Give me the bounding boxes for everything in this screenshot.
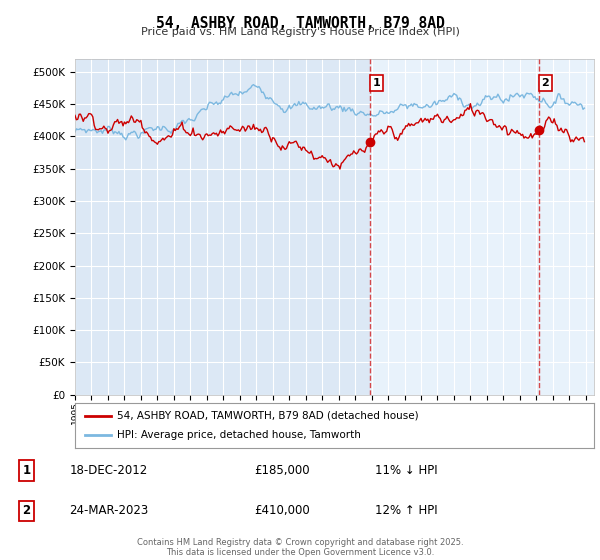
Text: 54, ASHBY ROAD, TAMWORTH, B79 8AD: 54, ASHBY ROAD, TAMWORTH, B79 8AD (155, 16, 445, 31)
Text: 12% ↑ HPI: 12% ↑ HPI (375, 504, 437, 517)
Text: 11% ↓ HPI: 11% ↓ HPI (375, 464, 437, 477)
Text: 18-DEC-2012: 18-DEC-2012 (70, 464, 148, 477)
Bar (370, 59, 594, 395)
Text: 2: 2 (542, 78, 550, 88)
Text: Contains HM Land Registry data © Crown copyright and database right 2025.
This d: Contains HM Land Registry data © Crown c… (137, 538, 463, 557)
Text: Price paid vs. HM Land Registry's House Price Index (HPI): Price paid vs. HM Land Registry's House … (140, 27, 460, 37)
Text: £185,000: £185,000 (254, 464, 310, 477)
Text: 1: 1 (373, 78, 380, 88)
Text: 24-MAR-2023: 24-MAR-2023 (70, 504, 149, 517)
Text: 2: 2 (22, 504, 31, 517)
Text: 54, ASHBY ROAD, TAMWORTH, B79 8AD (detached house): 54, ASHBY ROAD, TAMWORTH, B79 8AD (detac… (116, 410, 418, 421)
Text: HPI: Average price, detached house, Tamworth: HPI: Average price, detached house, Tamw… (116, 431, 361, 441)
Text: 1: 1 (22, 464, 31, 477)
Text: £410,000: £410,000 (254, 504, 310, 517)
